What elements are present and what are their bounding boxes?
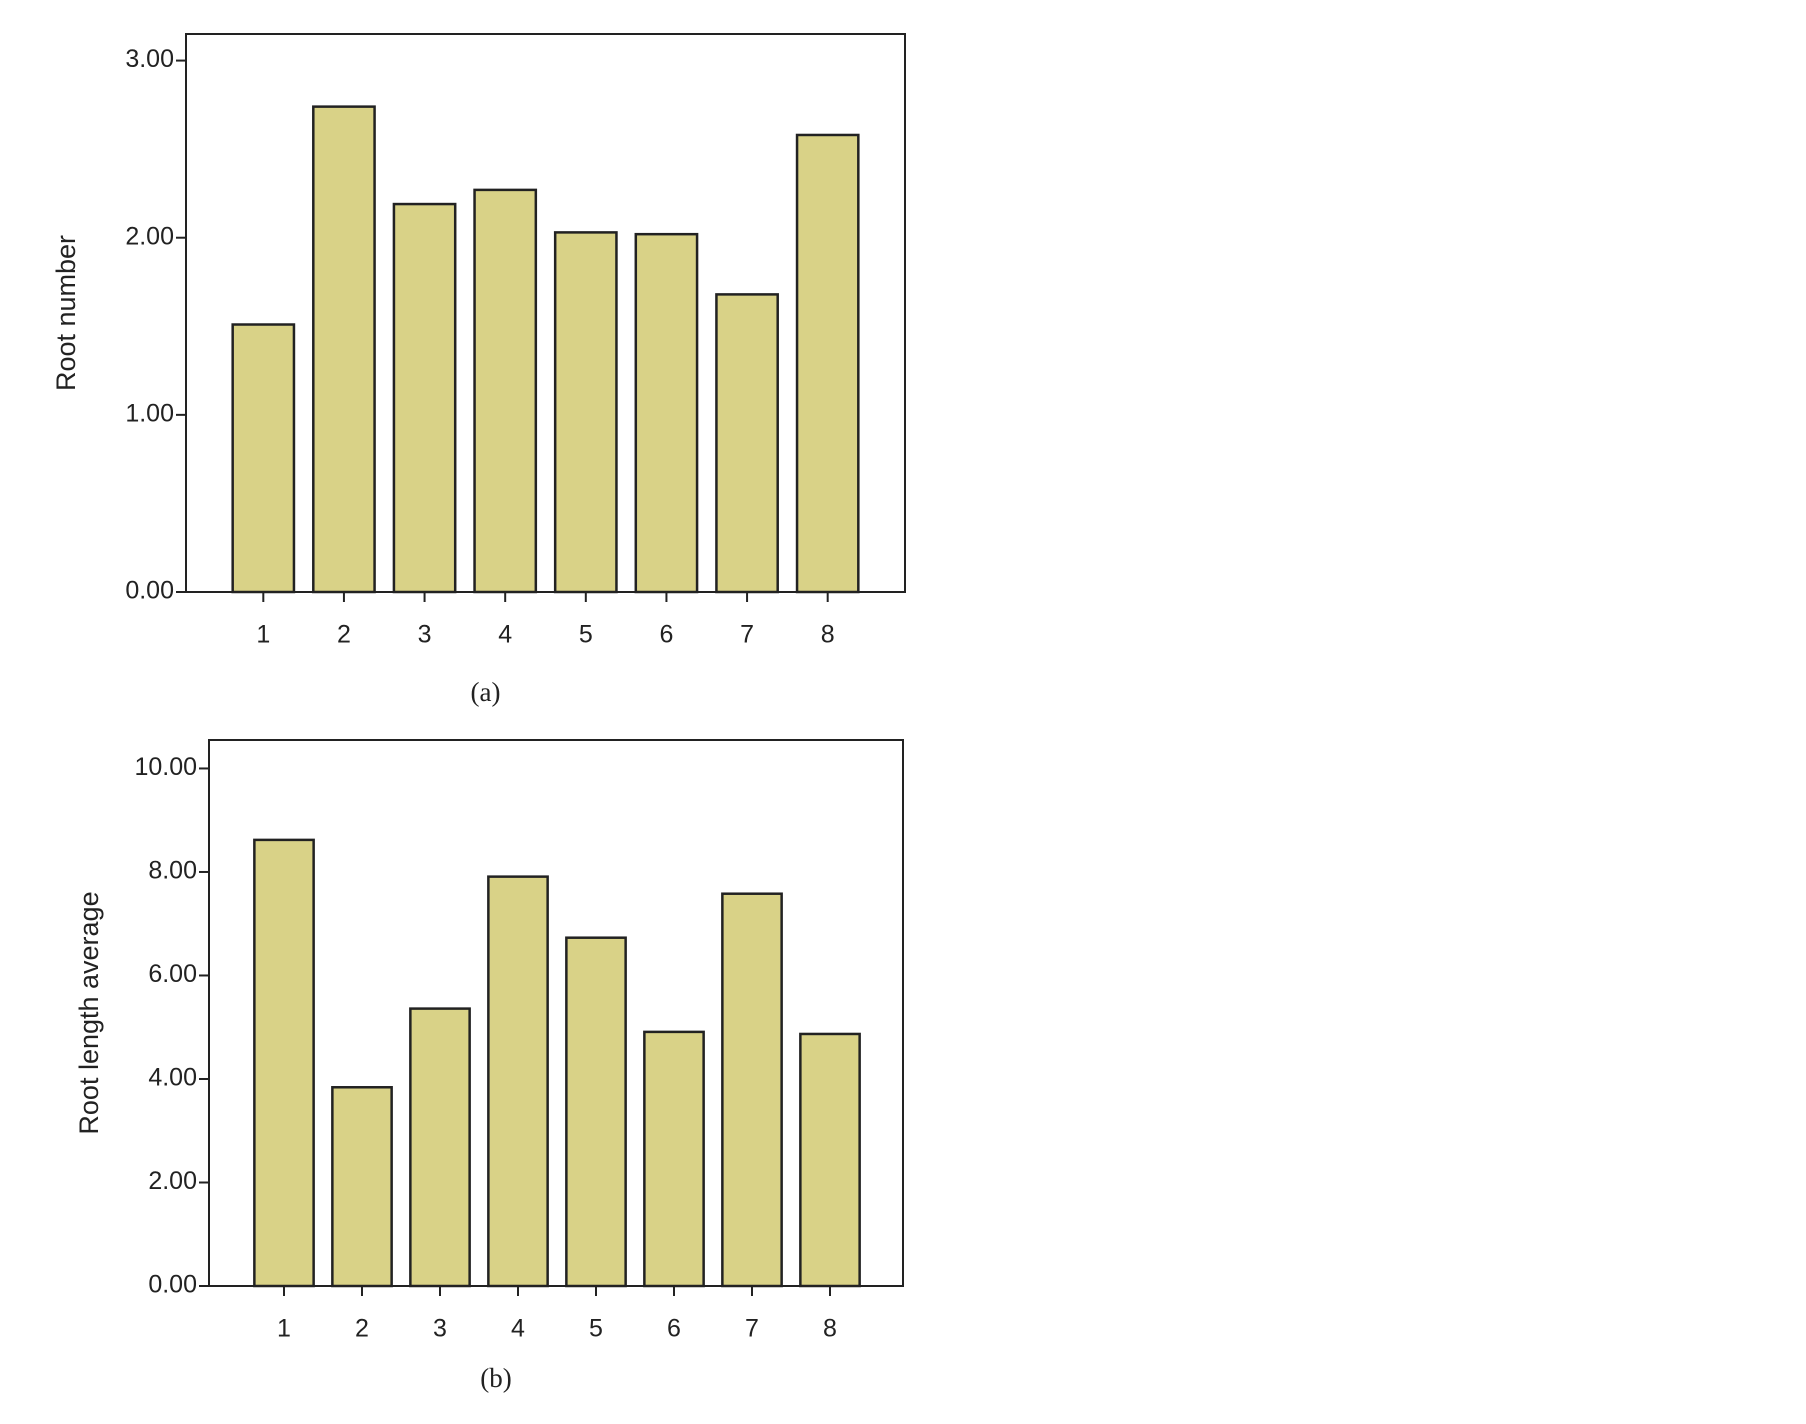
bar — [312, 105, 376, 594]
y-tick-label: 2.00 — [125, 222, 174, 250]
x-tick-label: 4 — [511, 1315, 525, 1343]
y-axis-label: Root number — [51, 235, 81, 391]
x-tick-label: 1 — [277, 1315, 291, 1343]
y-tick-label: 8.00 — [148, 857, 197, 885]
x-tick-label: 8 — [823, 1315, 837, 1343]
bar — [253, 838, 315, 1288]
y-tick-label: 6.00 — [148, 960, 197, 988]
x-tick-label: 8 — [821, 621, 835, 649]
y-tick-label: 1.00 — [125, 399, 174, 427]
bar — [473, 188, 538, 594]
bar — [643, 1030, 705, 1288]
x-tick-label: 5 — [579, 621, 593, 649]
x-tick-label: 4 — [498, 621, 512, 649]
bar — [715, 293, 779, 594]
bar — [409, 1007, 471, 1288]
caption: (b) — [480, 1363, 511, 1393]
y-tick-label: 0.00 — [148, 1271, 197, 1299]
bar — [331, 1086, 393, 1288]
y-tick-label: 3.00 — [125, 45, 174, 73]
x-tick-label: 5 — [589, 1315, 603, 1343]
bar — [799, 1032, 861, 1288]
caption: (a) — [471, 677, 501, 707]
bar — [553, 231, 618, 594]
x-tick-label: 2 — [355, 1315, 369, 1343]
y-axis-label: Root length average — [74, 891, 104, 1134]
bar — [392, 202, 457, 594]
x-tick-label: 2 — [337, 621, 351, 649]
bar — [634, 232, 699, 594]
plot-frame — [185, 33, 906, 593]
bar — [721, 892, 783, 1288]
x-tick-label: 7 — [745, 1315, 759, 1343]
y-tick-label: 4.00 — [148, 1064, 197, 1092]
x-tick-label: 3 — [418, 621, 432, 649]
x-tick-label: 1 — [256, 621, 270, 649]
x-tick-label: 6 — [667, 1315, 681, 1343]
y-tick-label: 10.00 — [134, 753, 197, 781]
x-tick-label: 3 — [433, 1315, 447, 1343]
x-tick-label: 6 — [659, 621, 673, 649]
y-tick-label: 2.00 — [148, 1167, 197, 1195]
bar — [795, 133, 860, 594]
bar — [487, 875, 549, 1288]
bar — [231, 323, 296, 594]
y-tick-label: 0.00 — [125, 577, 174, 605]
x-tick-label: 7 — [740, 621, 754, 649]
plot-frame — [208, 739, 904, 1287]
bar — [565, 936, 627, 1288]
